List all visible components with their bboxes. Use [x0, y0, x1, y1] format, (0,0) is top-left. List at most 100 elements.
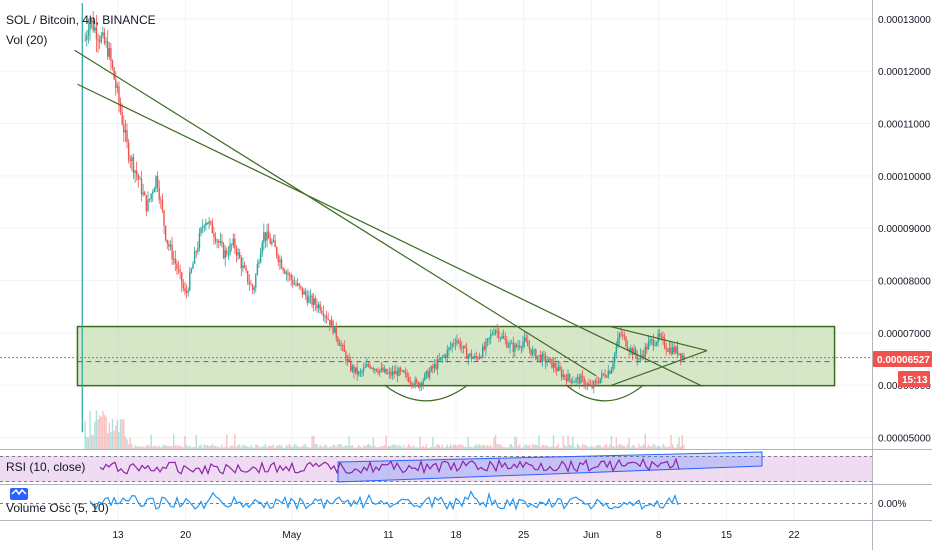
price-tick-label: 0.00008000 [878, 276, 931, 287]
volume-bar [512, 447, 514, 449]
candle-body [145, 195, 148, 211]
symbol-title[interactable]: SOL / Bitcoin, 4h, BINANCE [6, 13, 156, 27]
candle-body [221, 241, 223, 244]
volume-bar [364, 446, 366, 449]
candle-body [313, 298, 315, 305]
volume-bar [515, 437, 518, 449]
volume-bar [129, 437, 131, 449]
volume-bar [514, 436, 516, 449]
candle-body [565, 377, 568, 382]
volume-bar [424, 447, 426, 449]
volume-bar [683, 445, 685, 449]
candle-body [195, 251, 197, 253]
volume-bar [345, 445, 347, 449]
volume-legend[interactable]: Vol (20) [6, 33, 47, 47]
cup-drawings[interactable] [384, 384, 644, 402]
candle-body [544, 355, 547, 363]
volume-bar [641, 445, 643, 449]
candle-body [633, 348, 635, 355]
candle-body [625, 336, 627, 347]
volume-bar [226, 434, 228, 449]
volume-bar [214, 445, 217, 449]
trendlines[interactable] [74, 49, 708, 387]
time-axis[interactable]: 13 20 May 11 18 25 Jun 8 15 22 [112, 530, 800, 541]
volume-bar [562, 435, 564, 449]
volume-bar [649, 446, 651, 449]
candle-body [515, 344, 518, 347]
volume-osc-legend[interactable]: Volume Osc (5, 10) [6, 501, 109, 515]
candle-body [161, 199, 164, 211]
candle-body [622, 334, 624, 336]
volume-bar [356, 447, 358, 449]
candle-body [382, 367, 384, 372]
candle-body [662, 336, 664, 339]
candle-body [399, 368, 402, 371]
candle-body [234, 238, 236, 249]
volume-bar [591, 445, 593, 449]
rsi-legend[interactable]: RSI (10, close) [6, 460, 85, 474]
candle-body [123, 124, 125, 133]
candle-body [671, 347, 674, 354]
candle-body [451, 343, 453, 347]
volume-bar [556, 445, 558, 449]
candle-body [660, 336, 663, 338]
volume-bar [375, 447, 378, 449]
volume-bar [158, 445, 160, 449]
volume-bar [184, 436, 186, 449]
candle-body [94, 27, 96, 31]
volume-bar [98, 415, 101, 449]
volume-bar [552, 435, 555, 449]
volume-bar [237, 445, 239, 449]
candle-body [464, 345, 466, 349]
candle-body [293, 283, 296, 285]
volume-bar [531, 443, 534, 449]
volume-bar [377, 447, 379, 449]
volume-bar [306, 446, 308, 449]
candle-body [274, 240, 276, 248]
candle-body [354, 367, 357, 373]
last-price-tag[interactable]: 0.00006527 [873, 351, 932, 367]
candle-body [156, 176, 159, 188]
candle-body [132, 157, 135, 173]
time-tick-label: Jun [583, 530, 599, 541]
candle-body [570, 378, 572, 384]
price-tick-label: 0.00007000 [878, 329, 931, 340]
candle-body [95, 27, 98, 40]
range-zone[interactable] [76, 325, 836, 387]
candle-body [449, 346, 452, 348]
price-tick-label: 0.00011000 [878, 119, 931, 130]
candle-body [321, 310, 323, 313]
volume-bar [465, 446, 468, 449]
candle-body [416, 379, 418, 383]
candle-body [343, 345, 345, 352]
volume-bar [427, 447, 429, 449]
volume-bar [197, 447, 199, 449]
candle-body [454, 343, 457, 344]
volume-bar [652, 443, 655, 449]
candle-body [644, 346, 646, 357]
bar-countdown-tag: 15:13 [898, 371, 930, 387]
indicator-eye-icon[interactable] [10, 488, 28, 500]
candle-body [642, 354, 645, 357]
volume-bar [148, 446, 151, 449]
volume-bar [147, 444, 149, 449]
volume-bar [502, 447, 505, 449]
volume-bar [551, 446, 553, 449]
volume-bar [280, 445, 283, 449]
candle-body [465, 348, 468, 359]
time-tick-label: 22 [788, 530, 800, 541]
candle-body [620, 333, 622, 335]
volume-bar [238, 444, 241, 449]
candle-body [256, 264, 259, 275]
candle-body [242, 265, 244, 269]
volume-bar [601, 447, 603, 449]
candle-body [267, 231, 270, 239]
candle-body [602, 373, 605, 375]
candle-body [473, 356, 476, 358]
candle-body [485, 341, 487, 350]
candle-body [296, 283, 299, 286]
volume-bar [115, 425, 117, 449]
volume-bar [279, 444, 281, 449]
volume-bar [548, 446, 550, 449]
